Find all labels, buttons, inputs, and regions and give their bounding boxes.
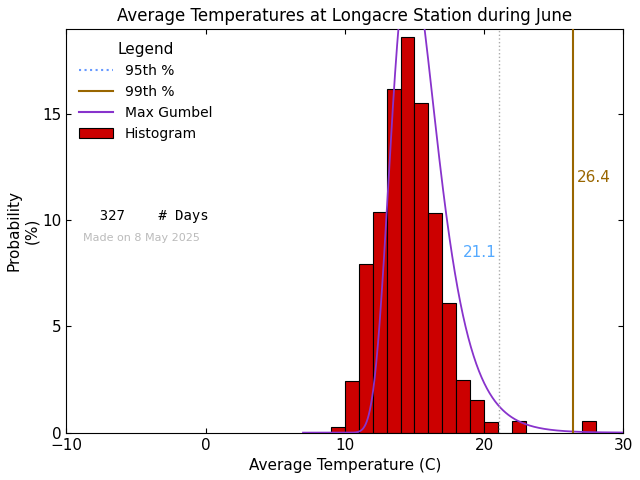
Bar [345, 381, 359, 432]
Legend: 95th %, 99th %, Max Gumbel, Histogram: 95th %, 99th %, Max Gumbel, Histogram [73, 36, 218, 146]
Bar [582, 421, 595, 432]
Bar [456, 380, 470, 432]
Bar [442, 303, 456, 432]
Bar [512, 421, 526, 432]
Bar [484, 422, 498, 432]
Bar [415, 103, 428, 432]
Bar [372, 212, 387, 432]
Title: Average Temperatures at Longacre Station during June: Average Temperatures at Longacre Station… [117, 7, 572, 25]
Bar [359, 264, 372, 432]
X-axis label: Average Temperature (C): Average Temperature (C) [248, 458, 441, 473]
Text: Made on 8 May 2025: Made on 8 May 2025 [83, 233, 200, 243]
Text: 26.4: 26.4 [577, 170, 611, 185]
Text: 21.1: 21.1 [463, 245, 497, 260]
Bar [331, 427, 345, 432]
Y-axis label: Probability
(%): Probability (%) [7, 191, 39, 272]
Bar [428, 213, 442, 432]
Bar [387, 89, 401, 432]
Bar [401, 36, 415, 432]
Text: 327    # Days: 327 # Days [83, 209, 209, 223]
Bar [470, 400, 484, 432]
